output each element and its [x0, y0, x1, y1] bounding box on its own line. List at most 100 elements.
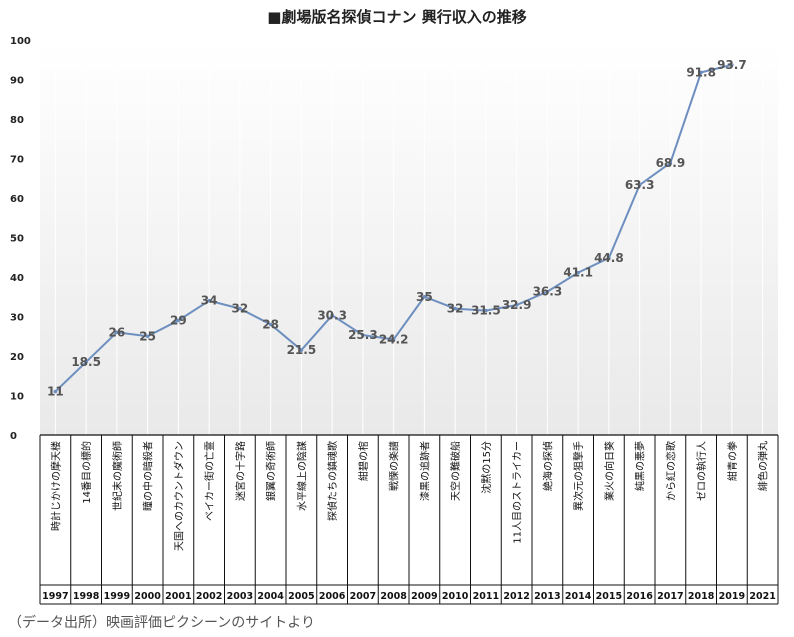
y-tick-label: 20 [10, 352, 24, 363]
data-point [545, 289, 550, 294]
data-label: 93.7 [717, 58, 747, 72]
data-label: 11 [47, 385, 64, 399]
data-label: 44.8 [594, 251, 624, 265]
data-point [207, 298, 211, 303]
year-label: 2005 [288, 591, 314, 602]
plot-area [40, 40, 778, 435]
year-label: 2008 [380, 591, 407, 602]
category-label: 11人目のストライカー [512, 441, 524, 544]
data-label: 32 [232, 302, 249, 316]
y-tick-label: 80 [10, 115, 24, 126]
y-tick-label: 40 [10, 273, 24, 284]
y-tick-label: 10 [10, 392, 24, 403]
data-point [453, 306, 457, 311]
data-points [53, 63, 734, 394]
line-chart: ■劇場版名探偵コナン 興行収入の推移 0 10 20 30 40 50 60 70 80 90 10… [10, 8, 779, 605]
category-label: 紺碧の棺 [357, 441, 370, 481]
data-point [514, 303, 519, 307]
vertical-gridlines [54, 50, 764, 435]
data-point [607, 256, 611, 260]
year-label: 2014 [565, 591, 592, 602]
data-point [361, 333, 365, 337]
category-label: 緋色の弾丸 [757, 441, 770, 491]
category-label: から紅の恋歌 [664, 441, 677, 501]
category-label: 業火の向日葵 [603, 441, 616, 501]
category-label: 瞳の中の暗殺者 [142, 441, 155, 511]
year-label: 2019 [719, 591, 745, 602]
data-point [268, 322, 273, 327]
data-label: 63.3 [625, 178, 655, 192]
y-tick-label: 0 [10, 431, 17, 442]
data-label: 29 [170, 313, 187, 327]
category-label: 時計じかけの摩天楼 [49, 441, 62, 531]
category-label: 14番目の標的 [80, 441, 93, 504]
data-point [576, 270, 580, 275]
data-labels: 11 18.5 26 25 29 34 32 28 21.5 30.325.3 24.2 35 32 31… [47, 58, 747, 399]
data-label: 25.3 [348, 328, 378, 342]
y-axis: 0 10 20 30 40 50 60 70 80 90 100 [10, 36, 31, 442]
data-label: 32.9 [502, 298, 532, 312]
y-tick-label: 30 [10, 313, 24, 324]
chart-title: ■劇場版名探偵コナン 興行収入の推移 [267, 8, 526, 26]
year-label: 2011 [473, 591, 499, 602]
year-label: 2007 [350, 591, 376, 602]
data-label: 34 [201, 294, 218, 308]
data-point [84, 360, 88, 364]
year-label: 2021 [749, 591, 775, 602]
category-label: 沈黙の15分 [480, 441, 493, 494]
data-label: 25 [139, 329, 156, 343]
category-label: 異次元の狙撃手 [572, 441, 585, 511]
data-source-note: （データ出所）映画評価ピクシーンのサイトより [8, 615, 316, 631]
category-label: 純黒の悪夢 [634, 441, 647, 491]
y-tick-label: 100 [10, 36, 31, 47]
year-label: 2015 [596, 591, 622, 602]
data-point [238, 306, 242, 311]
data-label: 30.3 [317, 308, 347, 322]
year-label: 2010 [442, 591, 469, 602]
category-label: 銀翼の奇術師 [265, 441, 278, 501]
data-label: 68.9 [656, 156, 686, 170]
category-label: 探偵たちの鎮魂歌 [326, 441, 339, 521]
category-label: 迷宮の十字路 [234, 441, 247, 501]
category-label: ベイカー街の亡霊 [203, 441, 216, 521]
category-label: 絶海の探偵 [541, 441, 554, 491]
category-label: 天国へのカウントダウン [172, 441, 185, 551]
data-label: 41.1 [563, 266, 593, 280]
year-label: 2012 [503, 591, 529, 602]
data-label: 24.2 [379, 332, 409, 346]
year-label: 2018 [688, 591, 715, 602]
data-point [637, 183, 642, 187]
data-label: 28 [262, 317, 279, 331]
y-tick-label: 60 [10, 194, 24, 205]
category-table: 時計じかけの摩天楼 14番目の標的 世紀末の魔術師 瞳の中の暗殺者 天国へのカウントダウ… [39, 434, 779, 605]
y-tick-label: 50 [10, 234, 24, 245]
data-label: 91.8 [686, 65, 716, 79]
data-point [484, 308, 488, 313]
category-label: 世紀末の魔術師 [111, 441, 124, 511]
year-label: 2009 [411, 591, 437, 602]
data-label: 35 [416, 290, 433, 304]
data-point [699, 70, 703, 75]
data-point [422, 294, 427, 299]
year-label: 2001 [165, 591, 191, 602]
category-label: 紺青の拳 [726, 441, 739, 481]
year-label: 2003 [227, 591, 253, 602]
year-label: 1998 [73, 591, 100, 602]
data-label: 32 [447, 302, 464, 316]
y-tick-label: 90 [10, 76, 24, 87]
year-label: 2006 [319, 591, 346, 602]
data-point [668, 161, 673, 165]
year-label: 2017 [657, 591, 683, 602]
data-point [730, 63, 734, 67]
year-label: 2016 [626, 591, 653, 602]
data-point [115, 330, 119, 335]
year-label: 1997 [42, 591, 68, 602]
year-label: 2004 [257, 591, 284, 602]
category-label: ゼロの執行人 [695, 441, 708, 501]
data-label: 18.5 [71, 355, 101, 369]
category-label: 戦慄の楽譜 [388, 441, 401, 491]
category-label: 天空の難破船 [449, 441, 462, 501]
y-tick-label: 70 [10, 155, 24, 166]
data-point [330, 313, 334, 318]
data-label: 31.5 [471, 304, 501, 318]
